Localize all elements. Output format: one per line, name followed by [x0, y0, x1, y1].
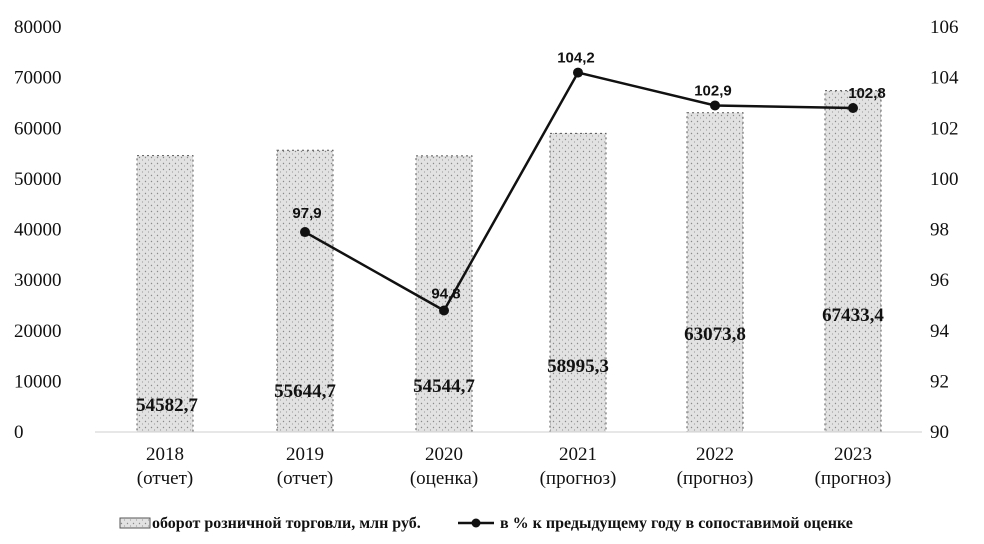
- bars-layer: [136, 90, 882, 433]
- legend-line-label: в % к предыдущему году в сопоставимой оц…: [500, 515, 853, 532]
- bar-value-label-5: 67433,4: [822, 305, 884, 326]
- legend-line-marker: [471, 518, 481, 528]
- bar-value-label-4: 63073,8: [684, 324, 746, 345]
- bar-2: [415, 155, 473, 433]
- left-axis: 0 10000 20000 30000 40000 50000 60000 70000 8000…: [14, 17, 62, 443]
- x-axis-tick-status-3: (прогноз): [540, 468, 617, 489]
- line-value-label-3: 104,2: [557, 50, 595, 67]
- right-axis-tick-8: 106: [930, 17, 959, 38]
- legend-bar-swatch: [119, 517, 151, 529]
- left-axis-tick-1: 10000: [14, 371, 62, 392]
- bar-value-label-0: 54582,7: [136, 395, 198, 416]
- line-value-label-2: 94,8: [431, 286, 460, 303]
- x-axis-tick-year-1: 2019: [286, 444, 324, 465]
- left-axis-tick-2: 20000: [14, 321, 62, 342]
- bar-3: [549, 132, 607, 433]
- right-axis: 90 92 94 96 98 100 102 104 106: [930, 17, 959, 443]
- right-axis-tick-7: 104: [930, 68, 959, 89]
- bar-1: [276, 149, 334, 433]
- left-axis-tick-8: 80000: [14, 17, 62, 38]
- right-axis-tick-6: 102: [930, 118, 959, 139]
- x-axis-tick-year-4: 2022: [696, 444, 734, 465]
- bar-0: [136, 155, 194, 433]
- line-value-label-5: 102,8: [848, 85, 886, 102]
- line-point-1: [300, 227, 310, 238]
- x-axis-tick-status-2: (оценка): [410, 468, 478, 489]
- left-axis-tick-7: 70000: [14, 68, 62, 89]
- bar-5: [824, 90, 882, 433]
- right-axis-tick-4: 98: [930, 220, 949, 241]
- x-axis-tick-status-1: (отчет): [277, 468, 334, 489]
- line-value-label-4: 102,9: [694, 82, 732, 99]
- x-axis: 2018 (отчет) 2019 (отчет) 2020 (оценка) 2021 (п…: [95, 431, 922, 489]
- line-layer: [300, 67, 858, 316]
- x-axis-tick-year-2: 2020: [425, 444, 463, 465]
- x-axis-tick-status-0: (отчет): [137, 468, 194, 489]
- x-axis-tick-status-5: (прогноз): [815, 468, 892, 489]
- left-axis-tick-6: 60000: [14, 118, 62, 139]
- x-axis-tick-status-4: (прогноз): [677, 468, 754, 489]
- x-axis-tick-year-5: 2023: [834, 444, 872, 465]
- line-point-5: [848, 103, 858, 113]
- bar-value-label-2: 54544,7: [413, 376, 475, 397]
- line-point-2: [439, 305, 449, 316]
- right-axis-tick-1: 92: [930, 371, 949, 392]
- line-value-label-1: 97,9: [292, 205, 321, 222]
- bar-4: [686, 112, 744, 433]
- right-axis-tick-3: 96: [930, 270, 949, 291]
- line-point-3: [573, 67, 583, 78]
- left-axis-tick-4: 40000: [14, 220, 62, 241]
- x-axis-tick-year-3: 2021: [559, 444, 597, 465]
- bar-value-label-1: 55644,7: [274, 381, 336, 402]
- left-axis-tick-0: 0: [14, 422, 24, 443]
- left-axis-tick-3: 30000: [14, 270, 62, 291]
- x-axis-tick-year-0: 2018: [146, 444, 184, 465]
- bar-value-label-3: 58995,3: [547, 356, 609, 377]
- right-axis-tick-2: 94: [930, 321, 950, 342]
- legend-bar-label: оборот розничной торговли, млн руб.: [152, 515, 421, 532]
- right-axis-tick-0: 90: [930, 422, 949, 443]
- left-axis-tick-5: 50000: [14, 169, 62, 190]
- line-point-4: [710, 100, 720, 111]
- right-axis-tick-5: 100: [930, 169, 959, 190]
- data-labels-layer: 54582,7 55644,7 54544,7 58995,3 63073,8 67433…: [136, 50, 886, 416]
- legend: оборот розничной торговли, млн руб. в % к…: [119, 515, 853, 532]
